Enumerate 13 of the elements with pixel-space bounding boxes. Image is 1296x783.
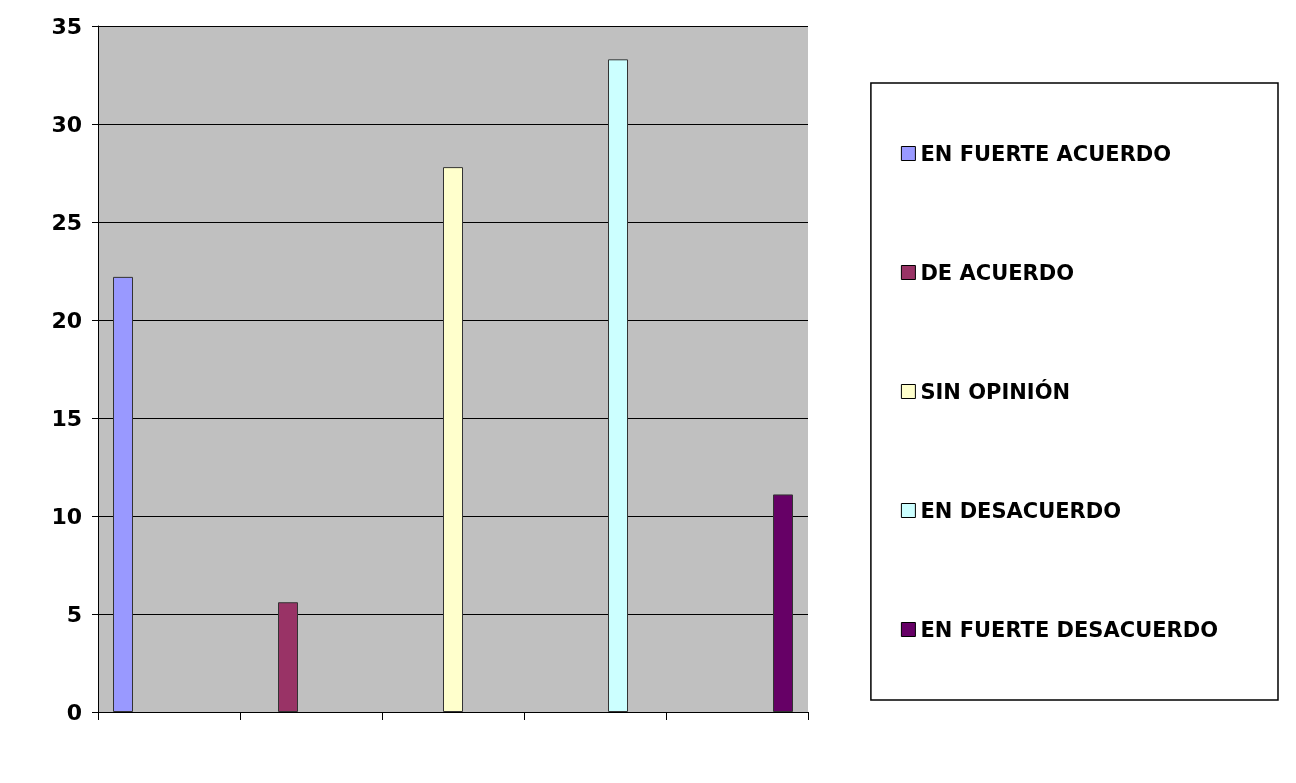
- y-tick-label: 20: [51, 307, 82, 333]
- y-tick-label: 15: [51, 405, 82, 431]
- y-tick-label: 10: [51, 503, 82, 529]
- y-tick-label: 30: [51, 111, 82, 137]
- legend-label: DE ACUERDO: [920, 260, 1075, 285]
- y-tick-label: 25: [51, 209, 82, 235]
- legend-label: EN FUERTE ACUERDO: [920, 141, 1172, 166]
- y-tick-label: 35: [51, 13, 82, 39]
- y-tick-label: 5: [66, 601, 82, 627]
- legend-label: SIN OPINIÓN: [920, 378, 1071, 404]
- legend-label: EN FUERTE DESACUERDO: [920, 617, 1219, 642]
- y-tick-label: 0: [66, 699, 82, 725]
- legend-label: EN DESACUERDO: [920, 498, 1122, 523]
